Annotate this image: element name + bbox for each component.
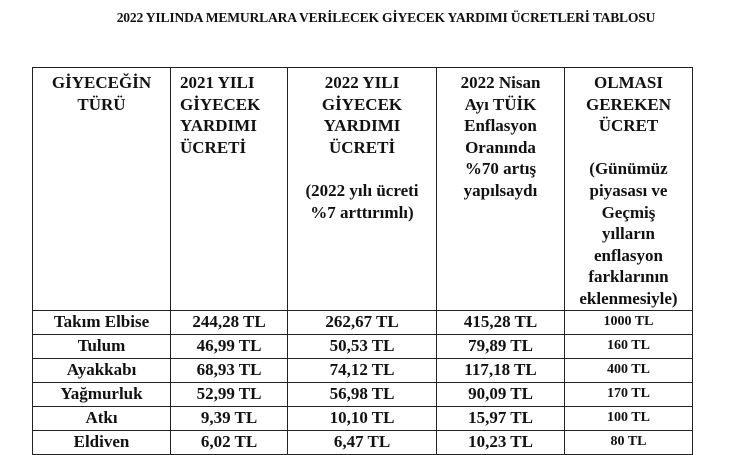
fee-cell: 262,67 TL (287, 309, 437, 335)
header-inflation-fee: 2022 Nisan Ayı TÜİK Enflasyon Oranında %70 a… (436, 67, 565, 311)
fee-cell: 56,98 TL (287, 381, 437, 407)
header-line: GİYECEK (321, 94, 403, 114)
header-line: Ayı TÜİK (464, 94, 537, 114)
spacer (565, 137, 692, 159)
header-clothing-type: GİYECEĞİN TÜRÜ (32, 67, 171, 311)
header-line: 2021 YILI (180, 73, 255, 92)
table-row: Takım Elbise 244,28 TL 262,67 TL 415,28 TL 1… (32, 309, 693, 335)
table-row: Yağmurluk 52,99 TL 56,98 TL 90,09 TL 170 TL (32, 381, 693, 407)
clothing-type-cell: Tulum (32, 333, 171, 359)
fee-cell: 10,10 TL (287, 405, 437, 431)
fee-cell: 15,97 TL (436, 405, 565, 431)
clothing-type-cell: Yağmurluk (32, 381, 171, 407)
header-note-line: piyasası ve (589, 180, 668, 200)
fee-cell: 79,89 TL (436, 333, 565, 359)
header-line: GİYECEĞİN (51, 73, 152, 92)
fee-cell: 90,09 TL (436, 381, 565, 407)
clothing-type-cell: Atkı (32, 405, 171, 431)
fee-cell: 74,12 TL (287, 357, 437, 383)
table-row: Atkı 9,39 TL 10,10 TL 15,97 TL 100 TL (32, 405, 693, 431)
header-note-line: enflasyon (594, 245, 663, 265)
header-note-line: farklarının (588, 267, 669, 287)
header-note-line: Geçmiş (601, 202, 656, 222)
clothing-type-cell: Ayakkabı (32, 357, 171, 383)
fee-cell: 117,18 TL (436, 357, 565, 383)
fee-cell: 415,28 TL (436, 309, 565, 335)
header-row: GİYECEĞİN TÜRÜ 2021 YILI GİYECEK YARDIMI ÜCR… (32, 67, 693, 311)
header-line: GEREKEN (585, 94, 672, 114)
fee-cell: 400 TL (564, 357, 693, 383)
clothing-allowance-table: GİYECEĞİN TÜRÜ 2021 YILI GİYECEK YARDIMI ÜCR… (32, 67, 693, 455)
fee-cell: 52,99 TL (170, 381, 288, 407)
page-title: 2022 YILINDA MEMURLARA VERİLECEK GİYECEK… (116, 10, 656, 25)
fee-cell: 160 TL (564, 333, 693, 359)
header-note-line: %7 arttırımlı) (310, 202, 414, 222)
header-expected-fee: OLMASI GEREKEN ÜCRET (Günümüz piyasası ve Geç… (564, 67, 693, 311)
header-line: GİYECEK (180, 94, 261, 114)
clothing-type-cell: Eldiven (32, 429, 171, 455)
header-note-line: (2022 yılı ücreti (305, 180, 419, 200)
header-line: yapılsaydı (463, 180, 538, 200)
header-line: OLMASI (594, 73, 663, 92)
header-line: ÜCRETİ (180, 137, 247, 157)
table-row: Tulum 46,99 TL 50,53 TL 79,89 TL 160 TL (32, 333, 693, 359)
fee-cell: 80 TL (564, 429, 693, 455)
header-note-line: yılların (602, 224, 655, 244)
header-line: ÜCRET (598, 116, 659, 136)
header-note-line: (Günümüz (589, 159, 668, 179)
header-line: Enflasyon (464, 116, 537, 136)
header-line: Oranında (465, 137, 536, 157)
fee-cell: 170 TL (564, 381, 693, 407)
table-row: Ayakkabı 68,93 TL 74,12 TL 117,18 TL 400 TL (32, 357, 693, 383)
header-line: YARDIMI (323, 116, 401, 136)
fee-cell: 10,23 TL (436, 429, 565, 455)
spacer (288, 158, 436, 180)
header-line: 2022 YILI (324, 73, 400, 92)
fee-cell: 6,47 TL (287, 429, 437, 455)
header-line: YARDIMI (180, 116, 257, 136)
header-line: ÜCRETİ (328, 137, 396, 157)
fee-cell: 50,53 TL (287, 333, 437, 359)
table-row: Eldiven 6,02 TL 6,47 TL 10,23 TL 80 TL (32, 429, 693, 455)
header-2021-fee: 2021 YILI GİYECEK YARDIMI ÜCRETİ (170, 67, 288, 311)
fee-cell: 68,93 TL (170, 357, 288, 383)
header-note-line: eklenmesiyle) (579, 288, 678, 308)
header-line: TÜRÜ (77, 94, 126, 114)
fee-cell: 1000 TL (564, 309, 693, 335)
header-2022-fee: 2022 YILI GİYECEK YARDIMI ÜCRETİ (2022 yılı … (287, 67, 437, 311)
fee-cell: 6,02 TL (170, 429, 288, 455)
header-line: %70 artış (464, 159, 537, 179)
fee-cell: 9,39 TL (170, 405, 288, 431)
fee-cell: 244,28 TL (170, 309, 288, 335)
clothing-type-cell: Takım Elbise (32, 309, 171, 335)
fee-cell: 46,99 TL (170, 333, 288, 359)
fee-cell: 100 TL (564, 405, 693, 431)
header-line: 2022 Nisan (460, 73, 541, 92)
